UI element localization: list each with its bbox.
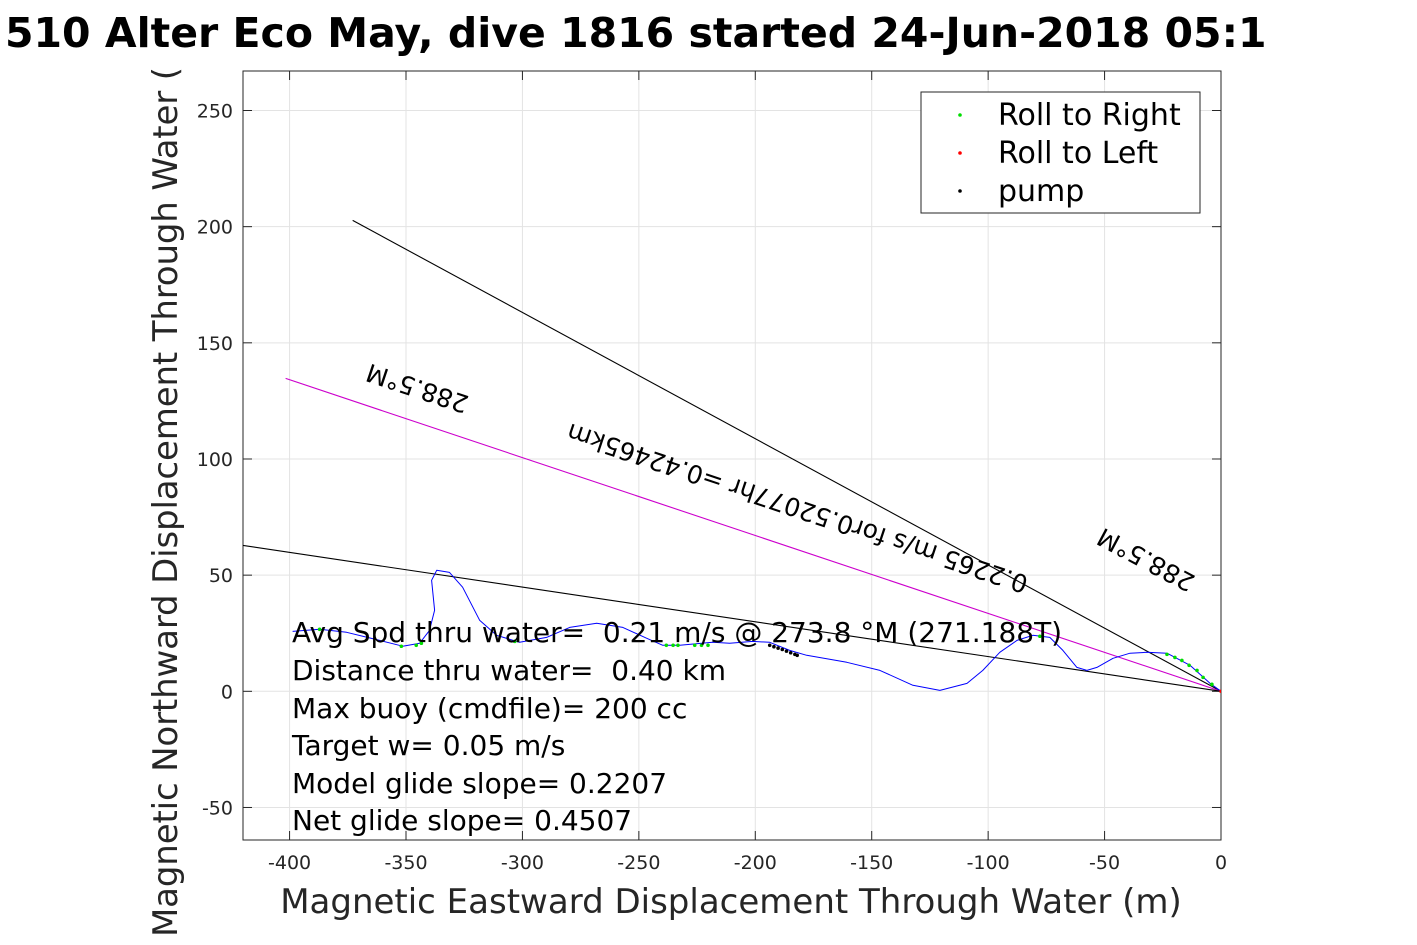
- x-tick-label: -400: [268, 852, 311, 874]
- legend-label-roll-left: Roll to Left: [998, 136, 1158, 171]
- y-axis-label: Magnetic Northward Displacement Through …: [146, 67, 186, 937]
- x-tick-label: -50: [1089, 852, 1120, 874]
- legend: Roll to Right Roll to Left pump: [920, 91, 1201, 214]
- roll-right-point: [1201, 675, 1205, 680]
- x-tick-label: -200: [734, 852, 777, 874]
- stat-model-glide: Model glide slope= 0.2207: [292, 767, 667, 800]
- roll-right-point: [1187, 663, 1191, 668]
- stat-avg-speed: Avg Spd thru water= 0.21 m/s @ 273.8 °M …: [292, 616, 1062, 649]
- pump-point: [772, 644, 776, 649]
- roll-right-point: [699, 643, 704, 648]
- x-tick-label: -350: [384, 852, 427, 874]
- pump-point: [780, 647, 785, 652]
- stat-net-glide: Net glide slope= 0.4507: [292, 804, 632, 837]
- roll-right-point: [512, 639, 517, 644]
- lower-black-line: [243, 544, 1221, 692]
- roll-right-point: [706, 643, 710, 648]
- plot-marks: [243, 219, 1221, 694]
- x-tick-label: -300: [501, 852, 544, 874]
- y-tick-label: -50: [202, 797, 233, 819]
- pump-point: [795, 653, 799, 658]
- x-tick-label: -100: [967, 852, 1010, 874]
- chart-title: 510 Alter Eco May, dive 1816 started 24-…: [5, 9, 1267, 57]
- roll-right-point: [1165, 652, 1169, 657]
- roll-right-point: [692, 643, 697, 648]
- y-tick-label: 0: [221, 681, 233, 703]
- x-tick-label: -250: [617, 852, 660, 874]
- y-tick-label: 50: [209, 565, 233, 587]
- roll-right-point: [317, 627, 322, 632]
- stats-text: Avg Spd thru water= 0.21 m/s @ 273.8 °M …: [291, 616, 1062, 837]
- legend-marker-pump: [958, 189, 962, 193]
- x-tick-label: 0: [1215, 852, 1227, 874]
- x-tick-label: -150: [850, 852, 893, 874]
- y-tick-label: 100: [197, 449, 233, 471]
- roll-right-point: [1038, 634, 1042, 639]
- roll-right-point: [676, 643, 680, 648]
- pump-point: [776, 646, 780, 650]
- roll-right-point: [664, 643, 669, 648]
- legend-marker-roll-left: [958, 151, 962, 155]
- upper-black-line: [352, 219, 1221, 692]
- y-tick-label: 250: [197, 100, 233, 122]
- track-line: [292, 569, 1221, 692]
- x-axis-label: Magnetic Eastward Displacement Through W…: [280, 882, 1182, 922]
- roll-right-point: [419, 641, 424, 646]
- legend-label-roll-right: Roll to Right: [998, 98, 1181, 133]
- roll-right-point: [1210, 682, 1214, 687]
- stat-distance: Distance thru water= 0.40 km: [292, 654, 726, 687]
- legend-label-pump: pump: [998, 174, 1084, 209]
- roll-right-point: [1195, 668, 1199, 673]
- axes-box: [242, 70, 1222, 841]
- pump-point: [784, 649, 789, 653]
- roll-right-point: [1180, 658, 1184, 663]
- roll-right-point: [671, 643, 675, 648]
- legend-marker-roll-right: [958, 113, 962, 117]
- roll-left-point: [1219, 689, 1221, 694]
- magenta-line: [285, 377, 1221, 692]
- legend-box: [920, 91, 1201, 214]
- pump-point: [788, 650, 793, 655]
- pump-point: [767, 643, 772, 648]
- ticks: -400 -350 -300 -250 -200 -150 -100 -50 0 -50 0 50 10…: [197, 71, 1227, 874]
- y-tick-label: 150: [197, 333, 233, 355]
- y-tick-label: 200: [197, 217, 233, 239]
- stat-max-buoy: Max buoy (cmdfile)= 200 cc: [292, 692, 687, 725]
- roll-right-point: [414, 643, 419, 648]
- stat-target-w: Target w= 0.05 m/s: [291, 729, 565, 762]
- roll-right-point: [1173, 655, 1177, 660]
- roll-right-point: [399, 644, 404, 649]
